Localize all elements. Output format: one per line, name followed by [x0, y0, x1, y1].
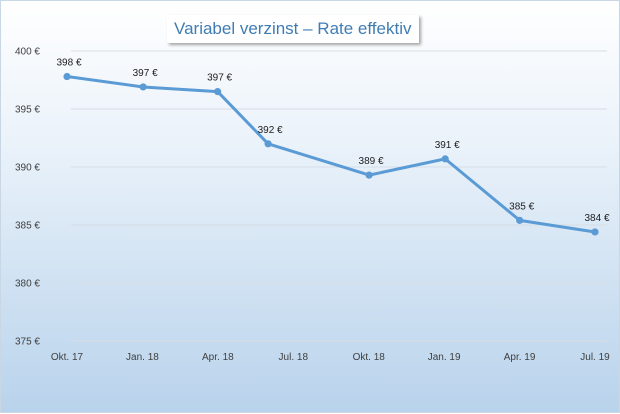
x-tick-label: Apr. 19: [504, 352, 536, 363]
x-tick-label: Okt. 17: [51, 352, 84, 363]
y-tick-label: 380 €: [15, 279, 40, 290]
data-label: 389 €: [359, 156, 384, 167]
data-point: [365, 171, 373, 179]
x-tick-label: Jul. 19: [580, 352, 610, 363]
x-tick-label: Jul. 18: [279, 352, 309, 363]
data-label: 397 €: [133, 68, 158, 79]
data-point: [63, 72, 71, 81]
data-point: [591, 228, 599, 236]
chart-title: Variabel verzinst – Rate effektiv: [167, 15, 419, 43]
x-tick-label: Okt. 18: [353, 352, 386, 363]
x-tick-label: Apr. 18: [202, 352, 234, 363]
x-tick-label: Jan. 18: [126, 352, 159, 363]
data-label: 397 €: [207, 73, 232, 84]
data-label: 398 €: [56, 58, 81, 69]
series-line: [65, 75, 597, 234]
data-point: [264, 140, 272, 148]
y-tick-label: 400 €: [15, 47, 40, 58]
y-tick-label: 395 €: [15, 105, 40, 116]
data-point: [214, 88, 222, 96]
y-tick-label: 385 €: [15, 221, 40, 232]
data-label: 392 €: [258, 125, 283, 136]
data-point: [516, 216, 524, 224]
data-point: [139, 83, 147, 91]
y-tick-label: 390 €: [15, 163, 40, 174]
data-point: [441, 155, 449, 163]
data-label: 385 €: [509, 201, 534, 212]
y-tick-label: 375 €: [15, 337, 40, 348]
x-tick-label: Jan. 19: [428, 352, 461, 363]
data-label: 384 €: [584, 213, 609, 224]
data-label: 391 €: [435, 140, 460, 151]
